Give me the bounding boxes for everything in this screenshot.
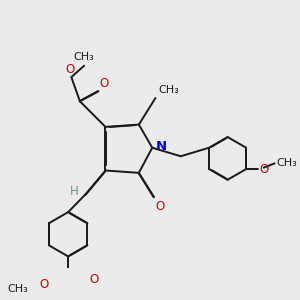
Text: H: H [70,185,78,198]
Text: O: O [100,77,109,90]
Text: O: O [155,200,165,213]
Text: CH₃: CH₃ [8,284,29,294]
Text: CH₃: CH₃ [158,85,179,95]
Text: O: O [90,273,99,286]
Text: O: O [259,163,268,176]
Text: CH₃: CH₃ [74,52,94,62]
Text: CH₃: CH₃ [276,158,297,168]
Text: O: O [39,278,48,291]
Text: O: O [65,63,74,76]
Text: N: N [156,140,167,153]
